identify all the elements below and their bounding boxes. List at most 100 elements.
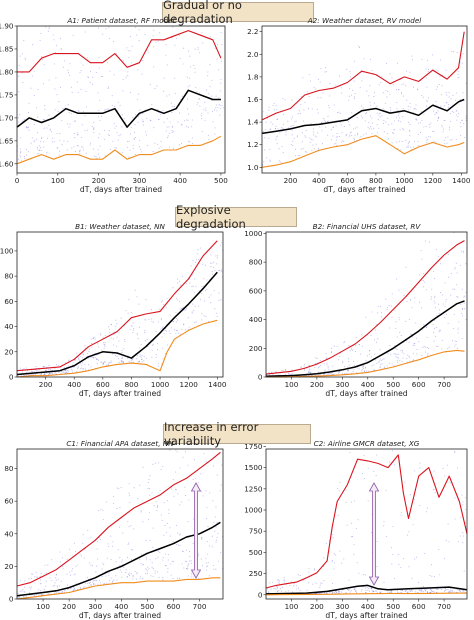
upper-error-line [265,240,465,375]
scatter-point [433,340,435,342]
scatter-point [19,590,21,592]
scatter-point [117,139,119,141]
scatter-point [19,154,21,156]
scatter-point [393,129,395,131]
scatter-point [96,157,98,159]
scatter-point [396,108,398,110]
scatter-point [95,571,97,573]
scatter-point [385,121,387,123]
scatter-point [99,99,101,101]
scatter-point [179,308,181,310]
scatter-point [128,573,130,576]
scatter-point [205,89,208,91]
scatter-point [136,98,138,101]
scatter-point [145,299,147,301]
scatter-point [121,351,123,353]
scatter-point [433,488,435,490]
scatter-point [121,357,124,359]
scatter-point [420,249,422,252]
scatter-point [332,126,335,128]
scatter-point [414,344,416,346]
scatter-point [454,268,456,270]
scatter-point [210,302,212,304]
scatter-point [413,108,415,110]
scatter-point [353,80,355,82]
scatter-point [364,371,366,373]
scatter-point [409,106,411,108]
panel-title: C2: Airline GMCR dataset, XG [314,439,420,448]
scatter-point [433,300,435,302]
scatter-point [82,368,84,370]
scatter-point [405,266,407,268]
scatter-point [38,593,40,596]
scatter-point [72,34,74,37]
scatter-point [371,128,373,130]
scatter-point [48,593,50,595]
scatter-point [147,482,149,484]
scatter-point [179,57,181,60]
scatter-point [371,591,373,593]
upper-error-line [265,454,468,589]
scatter-point [412,86,415,88]
scatter-point [39,39,41,42]
scatter-point [166,500,168,502]
scatter-point [361,80,363,82]
scatter-point [155,356,157,358]
scatter-point [95,156,97,158]
scatter-point [380,591,382,593]
scatter-point [312,139,314,141]
scatter-point [110,535,112,537]
scatter-point [110,324,112,326]
scatter-point [306,91,308,93]
scatter-point [272,123,274,125]
scatter-point [437,70,439,72]
x-axis-label: dT, days after trained [79,389,161,398]
scatter-point [335,142,337,144]
scatter-point [84,586,86,588]
y-tick-label: 100 [0,246,14,255]
scatter-point [59,37,62,39]
scatter-point [433,110,435,112]
scatter-point [462,504,464,506]
scatter-point [449,139,451,141]
scatter-point [325,126,327,128]
scatter-point [333,373,335,375]
scatter-point [462,250,465,252]
scatter-point [440,94,443,96]
scatter-point [196,253,198,255]
scatter-point [404,590,407,592]
scatter-point [331,561,333,563]
scatter-point [354,93,356,95]
scatter-point [127,354,129,356]
scatter-point [344,341,346,343]
scatter-point [95,580,97,582]
scatter-point [365,591,367,594]
scatter-point [461,307,464,309]
scatter-point [137,361,139,363]
scatter-point [201,319,203,321]
x-tick-label: 300 [88,602,102,611]
scatter-point [354,138,356,140]
scatter-point [68,112,70,114]
scatter-point [417,122,419,124]
scatter-point [407,146,409,148]
scatter-point [103,139,105,141]
scatter-point [200,490,203,493]
scatter-point [49,129,51,131]
scatter-point [24,591,26,593]
scatter-point [202,42,204,44]
scatter-point [277,128,279,130]
scatter-point [409,494,412,496]
scatter-point [172,321,174,323]
scatter-point [209,36,211,38]
scatter-point [284,373,286,376]
scatter-point [92,337,94,339]
scatter-point [320,359,322,362]
scatter-point [463,308,466,310]
scatter-point [53,63,55,65]
scatter-point [442,467,444,469]
scatter-point [405,590,407,592]
double-arrow-shape [190,482,202,579]
scatter-point [167,135,169,137]
scatter-point [129,328,131,330]
